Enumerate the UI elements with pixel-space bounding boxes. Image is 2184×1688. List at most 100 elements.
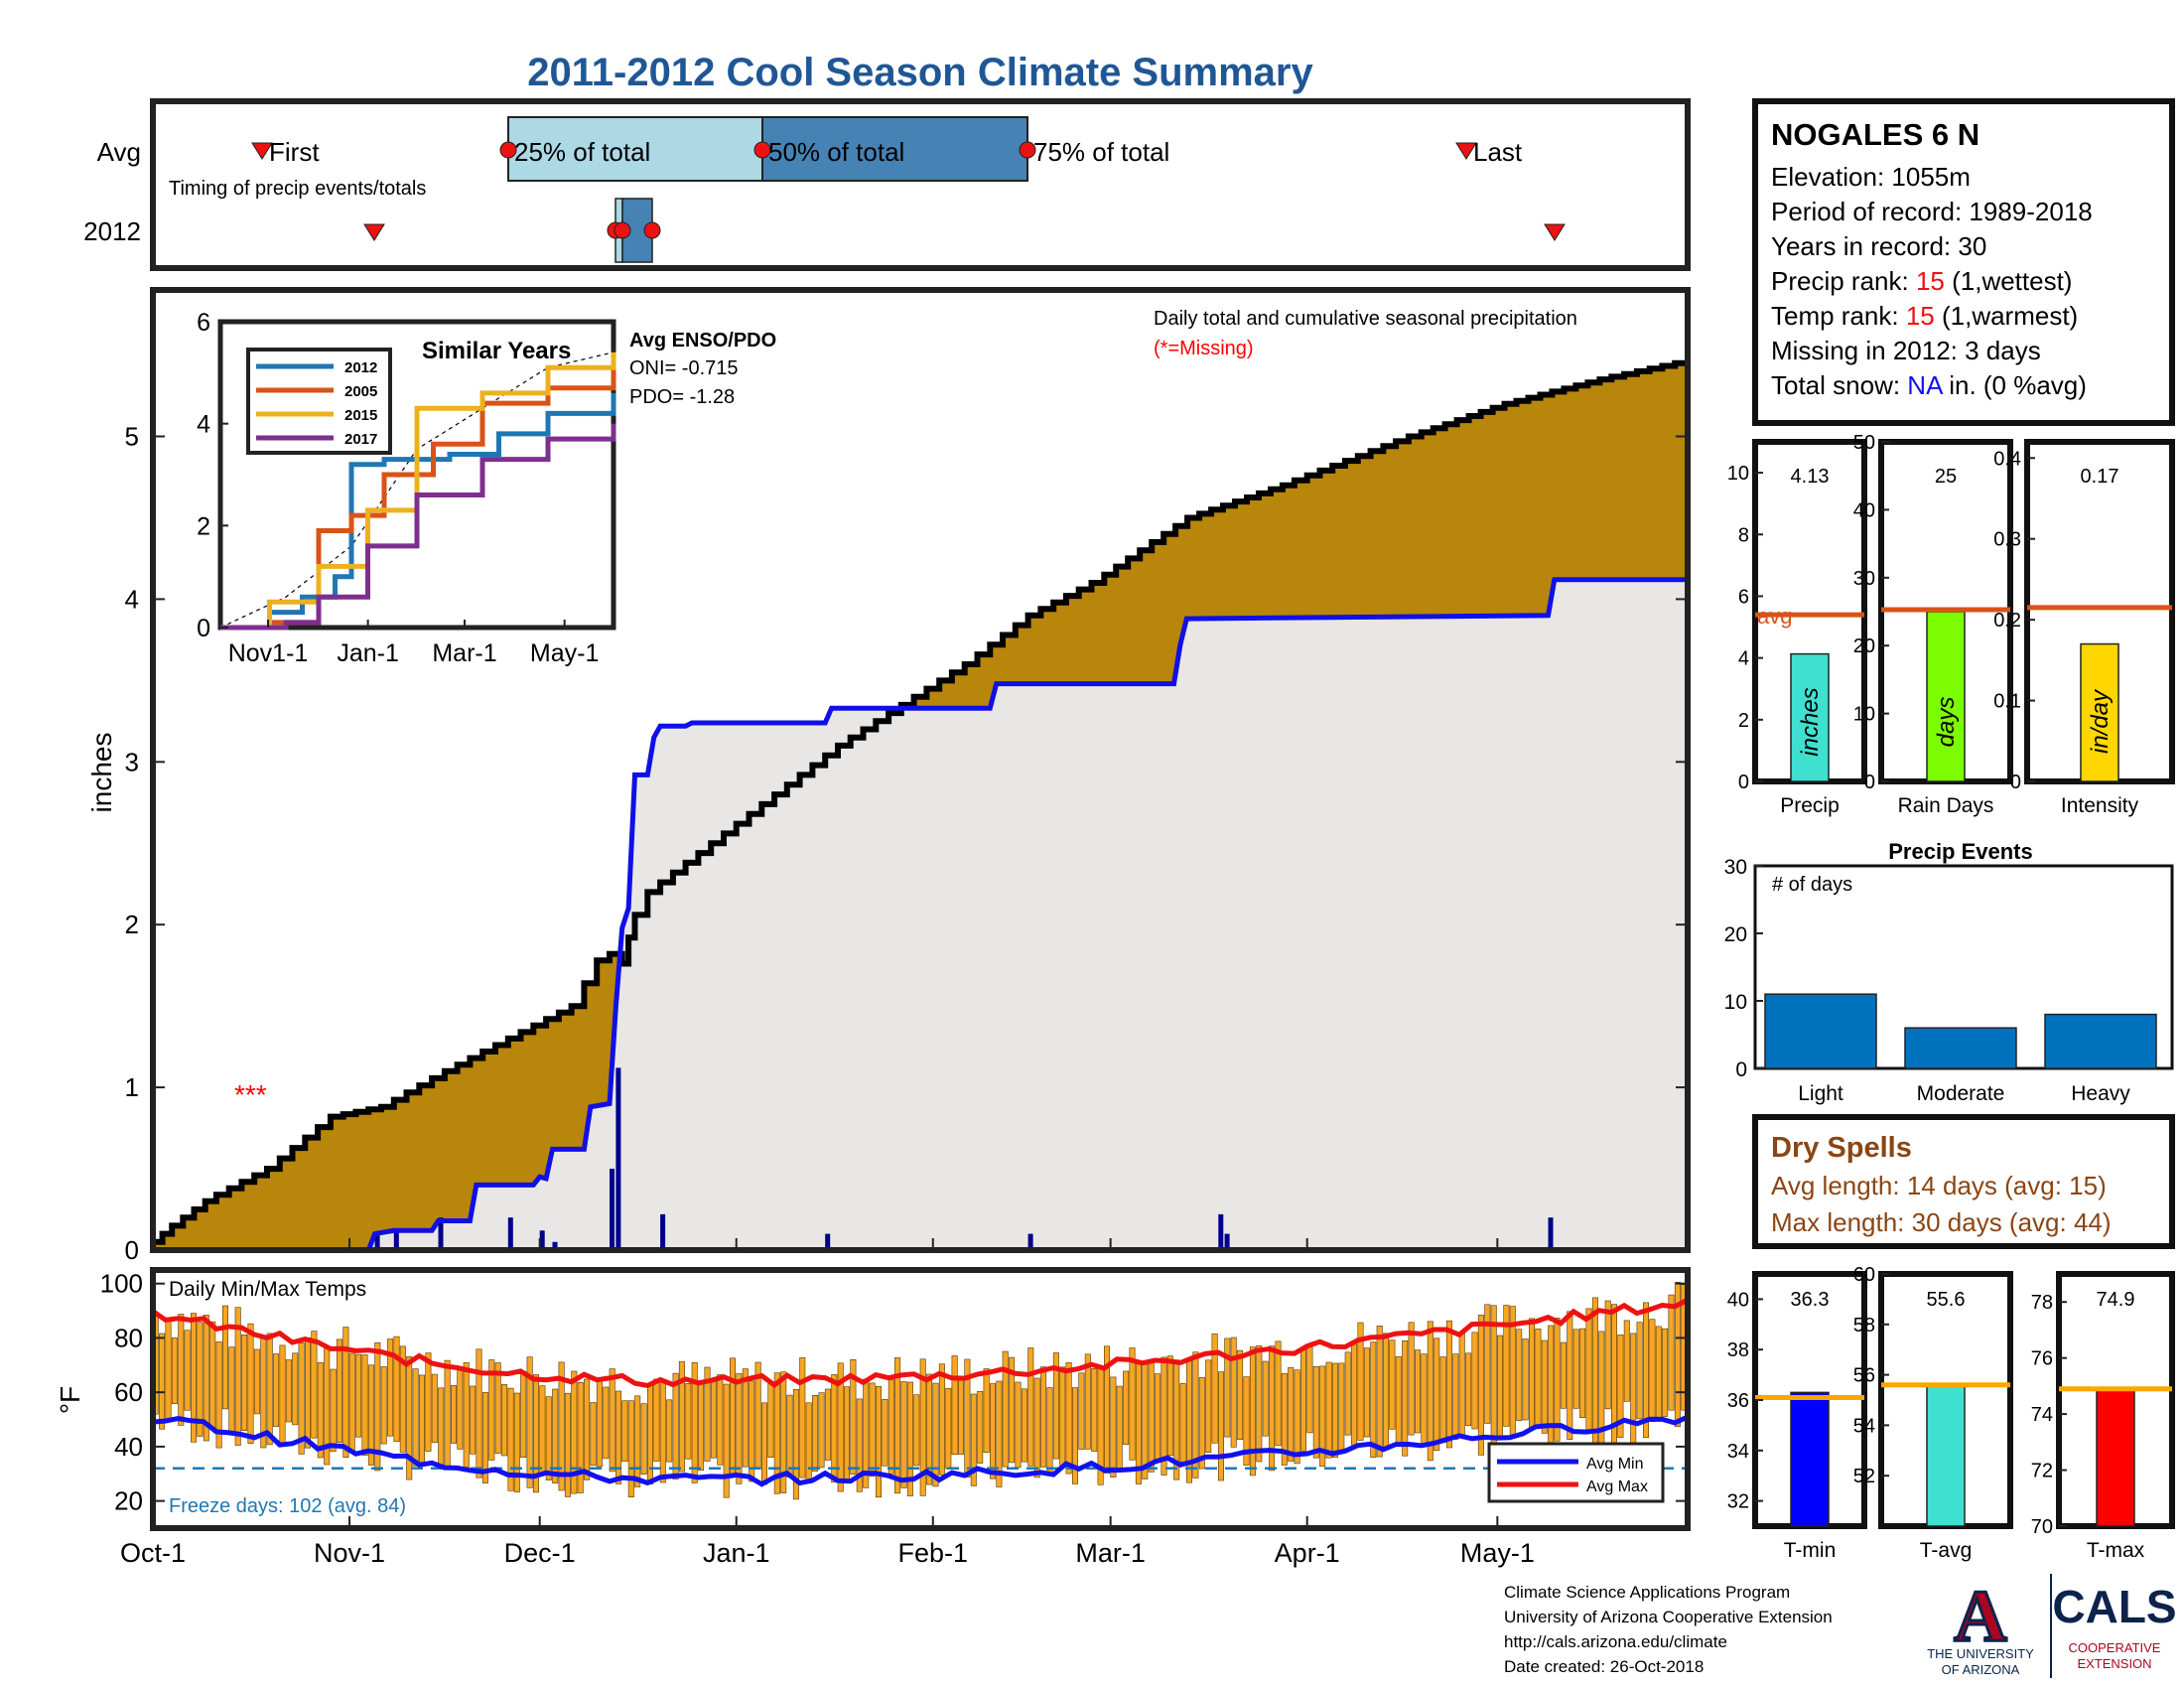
- daily-temp-bar: [590, 1402, 597, 1467]
- daily-temp-bar: [1123, 1370, 1130, 1445]
- season-total-y-tick-label: 50: [1853, 432, 1875, 454]
- daily-temp-bar: [1585, 1308, 1592, 1432]
- season-total-unit-raindays: days: [1933, 697, 1960, 748]
- daily-temp-bar: [723, 1383, 730, 1498]
- inset-legend-label: 2012: [344, 359, 377, 376]
- season-total-unit-intensity: in/day: [2087, 688, 2114, 754]
- similar-years-inset: 0 2 4 6 Nov1-1 Jan-1 Mar-1 May-1 Similar Years…: [197, 309, 776, 667]
- inset-series: [219, 352, 616, 631]
- events-category-label: Light: [1798, 1082, 1843, 1105]
- daily-precip-bar: [507, 1217, 513, 1250]
- daily-temp-bar: [1383, 1333, 1390, 1450]
- daily-temp-bar: [1471, 1332, 1478, 1430]
- date-tick-label: Oct-1: [120, 1538, 186, 1568]
- precip-events-chart: Precip Events # of days 0 10 20 30 Light Mode…: [1724, 839, 2174, 1105]
- legend-max-label: Avg Max: [1586, 1478, 1648, 1495]
- daily-temp-bar: [1142, 1363, 1149, 1479]
- date-tick-label: Dec-1: [504, 1538, 576, 1568]
- daily-temp-bar: [1572, 1329, 1579, 1409]
- daily-temp-bar: [558, 1361, 565, 1491]
- inset-title: Similar Years: [422, 338, 571, 364]
- daily-temp-bar: [1376, 1326, 1383, 1458]
- inset-x-tick-label: May-1: [530, 639, 599, 667]
- daily-temp-bar: [1052, 1352, 1059, 1460]
- daily-temp-bar: [812, 1395, 819, 1473]
- last-event-avg-marker: [1455, 142, 1477, 160]
- daily-temp-bar: [361, 1354, 368, 1456]
- season-total-label-intensity: Intensity: [2061, 794, 2139, 817]
- daily-temp-bar: [1427, 1321, 1433, 1462]
- legend-min-label: Avg Min: [1586, 1456, 1644, 1473]
- daily-temp-bar: [869, 1382, 876, 1477]
- season-total-y-tick-label: 6: [1738, 586, 1749, 608]
- daily-temp-bar: [1655, 1326, 1662, 1421]
- temp-y-label: °F: [55, 1386, 85, 1414]
- season-totals-bars: 0 2 4 6 8 10 4.13 Precip inches 0 10 20 30 40 50 25 Rain…: [1727, 432, 2175, 817]
- inset-series-line-2017: [220, 423, 616, 631]
- cals-line2: EXTENSION: [2077, 1656, 2151, 1671]
- daily-temp-bar: [539, 1385, 546, 1475]
- daily-temp-bar: [1344, 1351, 1351, 1436]
- daily-temp-bar: [197, 1322, 204, 1437]
- daily-temp-bar: [627, 1400, 634, 1497]
- daily-temp-bar: [234, 1307, 241, 1446]
- q75-avg-marker: [1019, 141, 1036, 159]
- daily-temp-bar: [1072, 1387, 1079, 1484]
- daily-temp-bar: [380, 1366, 387, 1445]
- daily-temp-bar: [1312, 1365, 1319, 1459]
- daily-temp-bar: [1408, 1322, 1415, 1436]
- daily-temp-bar: [1033, 1377, 1040, 1478]
- daily-temp-bar: [191, 1313, 198, 1443]
- daily-temp-bar: [425, 1352, 432, 1452]
- daily-temp-bar: [1084, 1353, 1091, 1450]
- events-y-tick-label: 0: [1735, 1058, 1747, 1081]
- daily-temp-bar: [1275, 1340, 1282, 1447]
- daily-temp-bar: [1155, 1373, 1161, 1463]
- daily-temp-bar: [1643, 1302, 1650, 1439]
- daily-temp-bar: [1338, 1362, 1345, 1454]
- daily-temp-bar: [989, 1383, 996, 1479]
- daily-temp-bar: [1623, 1320, 1630, 1402]
- daily-temp-bar: [1439, 1356, 1446, 1444]
- daily-temp-bar: [1116, 1385, 1123, 1473]
- temp-caption: Daily Min/Max Temps: [169, 1278, 366, 1301]
- daily-temp-bar: [1262, 1360, 1269, 1437]
- daily-temp-bar: [311, 1331, 318, 1439]
- daily-temp-bar: [1325, 1361, 1332, 1459]
- daily-temp-bar: [1160, 1356, 1167, 1476]
- station-period: Period of record: 1989-2018: [1771, 197, 2093, 226]
- daily-temp-bar: [1421, 1353, 1428, 1445]
- footer-line3: http://cals.arizona.edu/climate: [1504, 1632, 1727, 1651]
- events-y-tick-label: 10: [1724, 991, 1747, 1014]
- station-name: NOGALES 6 N: [1771, 117, 1979, 152]
- daily-temp-bar: [1046, 1387, 1053, 1476]
- daily-temp-bar: [292, 1352, 299, 1426]
- daily-temp-bar: [1104, 1345, 1111, 1474]
- daily-temp-bar: [348, 1352, 355, 1452]
- daily-temp-bar: [1002, 1350, 1009, 1468]
- date-tick-label: Feb-1: [898, 1538, 969, 1568]
- main-y-tick-label: 0: [125, 1235, 139, 1265]
- daily-temp-bar: [1009, 1356, 1016, 1464]
- date-tick-label: May-1: [1460, 1538, 1535, 1568]
- daily-temp-bar: [926, 1373, 933, 1485]
- daily-temp-bar: [273, 1353, 280, 1427]
- temp-bar-y-tick-label: 52: [1853, 1466, 1875, 1487]
- temp-y-tick-label: 20: [114, 1486, 143, 1516]
- daily-temp-bar: [1237, 1349, 1244, 1440]
- daily-precip-bar: [1224, 1233, 1230, 1250]
- daily-temp-bar: [957, 1379, 964, 1455]
- daily-temp-bar: [1288, 1366, 1295, 1462]
- last-label: Last: [1473, 137, 1523, 167]
- avg-max-line: [151, 1297, 1690, 1389]
- station-years: Years in record: 30: [1771, 231, 1986, 261]
- daily-temp-bar: [1065, 1362, 1072, 1475]
- daily-temp-bar: [571, 1370, 578, 1494]
- daily-precip-bar: [825, 1233, 831, 1250]
- daily-temp-bar: [1630, 1333, 1637, 1444]
- daily-temp-bar: [1529, 1318, 1536, 1429]
- temp-legend: [1487, 1442, 1665, 1503]
- daily-temp-bar: [279, 1344, 286, 1447]
- daily-temp-bar: [178, 1314, 185, 1426]
- dry-spells-box: Dry Spells Avg length: 14 days (avg: 15)…: [1752, 1114, 2175, 1249]
